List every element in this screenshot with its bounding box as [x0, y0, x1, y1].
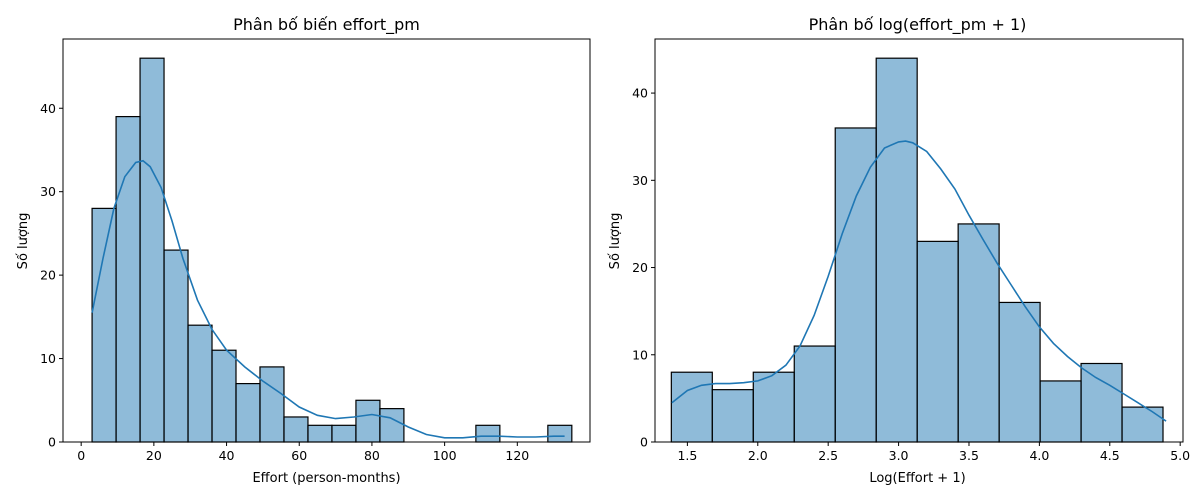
histogram-bar: [957, 223, 1000, 443]
histogram-bar: [916, 240, 959, 443]
histogram-bar: [91, 207, 117, 443]
x-tick-label: 2.0: [748, 448, 768, 463]
chart-left: Phân bố biến effort_pm 0 20 40 60 80 100 120 0 1…: [16, 15, 591, 486]
histogram-bar: [875, 57, 918, 443]
chart-right-title: Phân bố log(effort_pm + 1): [809, 15, 1027, 35]
chart-right-ylabel: Số lượng: [608, 213, 623, 270]
histogram-bar: [1039, 380, 1082, 443]
chart-left-ylabel: Số lượng: [16, 213, 31, 270]
histogram-bar: [355, 399, 381, 443]
histogram-bar: [670, 371, 713, 443]
histogram-bar: [547, 424, 573, 443]
y-tick-label: 10: [632, 347, 648, 362]
axes-frame: [654, 38, 1184, 443]
x-tick-label: 1.5: [677, 448, 697, 463]
x-tick-label: 4.0: [1029, 448, 1049, 463]
histogram-bar: [475, 424, 501, 443]
x-tick-label: 120: [505, 448, 529, 463]
chart-right-xlabel: Log(Effort + 1): [869, 471, 965, 486]
histogram-bar: [1121, 406, 1164, 443]
histogram-bar: [793, 345, 836, 443]
histogram-bar: [259, 366, 285, 443]
x-tick-label: 100: [433, 448, 457, 463]
x-tick-label: 60: [291, 448, 307, 463]
y-tick-label: 0: [640, 435, 648, 450]
x-tick-label: 3.5: [959, 448, 979, 463]
x-tick-label: 2.5: [818, 448, 838, 463]
axes-frame: [62, 38, 591, 443]
histogram-bar: [211, 349, 237, 443]
y-tick-label: 40: [632, 86, 648, 101]
y-tick-label: 30: [40, 184, 56, 199]
histogram-bar: [834, 127, 877, 443]
kde-line: [91, 159, 565, 439]
y-tick-label: 10: [40, 351, 56, 366]
x-tick-label: 0: [77, 448, 85, 463]
x-tick-label: 4.5: [1100, 448, 1120, 463]
chart-right: Phân bố log(effort_pm + 1) 1.5 2.0 2.5 3.0 3…: [608, 15, 1190, 486]
histogram-bar: [711, 389, 754, 443]
chart-left-xlabel: Effort (person-months): [252, 471, 400, 486]
histogram-bar: [115, 115, 141, 443]
x-tick-label: 40: [219, 448, 235, 463]
y-tick-label: 0: [48, 435, 56, 450]
histogram-bar: [307, 424, 333, 443]
histogram-bar: [998, 301, 1041, 443]
x-tick-label: 5.0: [1170, 448, 1190, 463]
x-tick-label: 3.0: [889, 448, 909, 463]
histogram-bar: [187, 324, 213, 443]
y-tick-label: 20: [40, 268, 56, 283]
histogram-bar: [752, 371, 795, 443]
chart-left-plot: 0 20 40 60 80 100 120 0 10 20 30 40: [40, 38, 591, 463]
histogram-bar: [139, 57, 165, 443]
histogram-bar: [235, 382, 261, 443]
y-tick-label: 40: [40, 101, 56, 116]
kde-line: [671, 140, 1167, 422]
histogram-bar: [1080, 362, 1123, 443]
chart-right-plot: 1.5 2.0 2.5 3.0 3.5 4.0 4.5 5.0 0 10 20 30 40: [632, 38, 1190, 463]
chart-left-title: Phân bố biến effort_pm: [233, 15, 420, 35]
histogram-bar: [331, 424, 357, 443]
histogram-bar: [163, 249, 189, 443]
histogram-bar: [283, 416, 309, 443]
x-tick-label: 20: [146, 448, 162, 463]
y-tick-label: 20: [632, 260, 648, 275]
x-tick-label: 80: [364, 448, 380, 463]
y-tick-label: 30: [632, 173, 648, 188]
histogram-bar: [379, 408, 405, 443]
